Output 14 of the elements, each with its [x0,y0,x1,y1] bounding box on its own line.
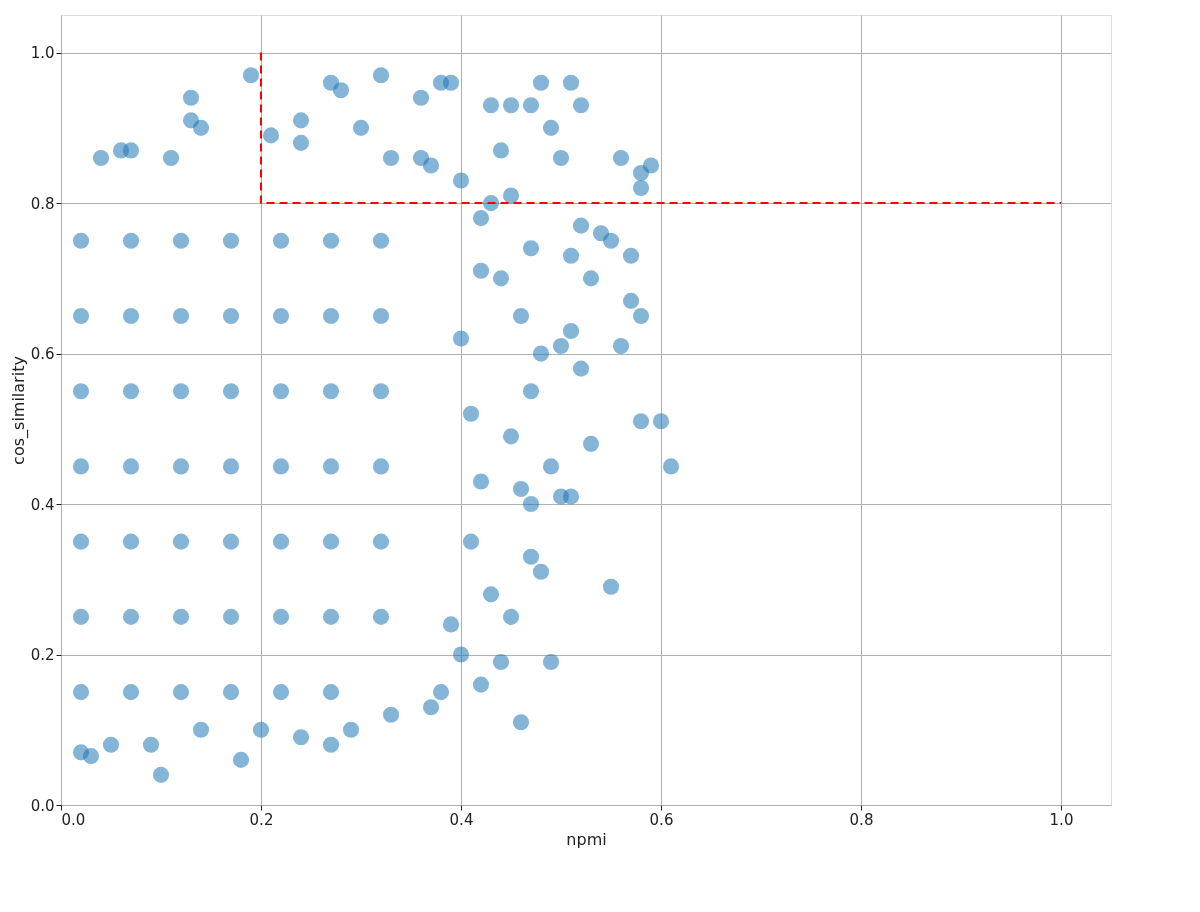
x-tick-label: 0.2 [249,810,274,829]
y-axis-title: cos_similarity [8,356,29,465]
y-tick-label: 0.0 [30,796,55,815]
y-tick-label: 0.4 [30,495,55,514]
x-tick-label: 0.4 [449,810,474,829]
y-tick-label: 0.8 [30,194,55,213]
y-tick-label: 0.2 [30,646,55,665]
x-tick-label: 0.0 [61,810,86,829]
x-tick-label: 1.0 [1049,810,1074,829]
y-tick-label: 0.6 [30,345,55,364]
y-tick-label: 1.0 [30,44,55,63]
x-tick-label: 0.6 [649,810,674,829]
x-tick-label: 0.8 [849,810,874,829]
x-axis-title: npmi [566,829,607,849]
